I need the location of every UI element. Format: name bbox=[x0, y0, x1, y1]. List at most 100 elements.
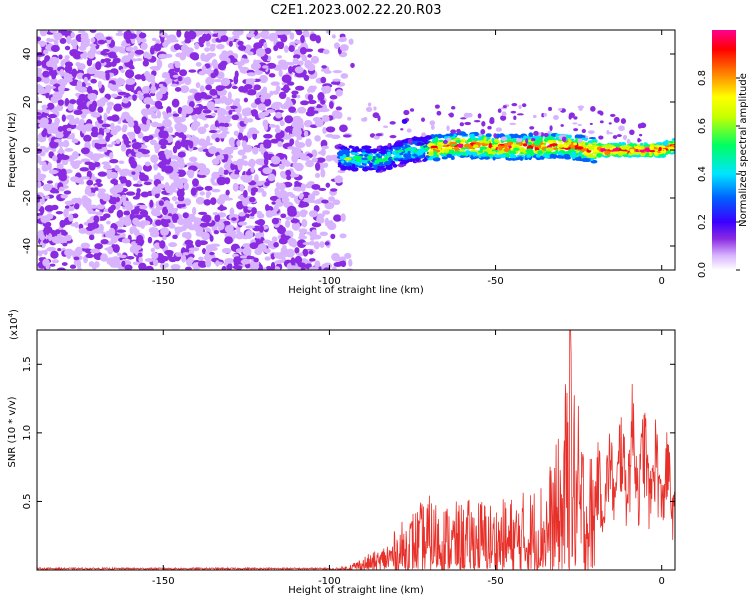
heatmap-cell bbox=[115, 78, 126, 86]
heatmap-cell bbox=[340, 73, 349, 79]
heatmap-cell bbox=[49, 60, 58, 67]
heatmap-cell bbox=[48, 169, 59, 175]
heatmap-cell bbox=[616, 134, 622, 137]
heatmap-cell bbox=[127, 33, 137, 40]
heatmap-cell bbox=[254, 248, 263, 256]
heatmap-cell bbox=[245, 230, 254, 240]
heatmap-cell bbox=[446, 153, 453, 158]
heatmap-cell bbox=[292, 162, 300, 169]
heatmap-cell bbox=[620, 151, 628, 155]
heatmap-cell bbox=[637, 137, 641, 143]
snr-x-tick-label: -100 bbox=[318, 576, 341, 587]
snr-x-ticks: -150 -100 -50 0 bbox=[152, 330, 665, 587]
heatmap-cell bbox=[234, 70, 239, 79]
heatmap-cell bbox=[120, 68, 125, 73]
heatmap-cell bbox=[583, 138, 588, 141]
heatmap-cell bbox=[294, 247, 300, 254]
heatmap-cell bbox=[281, 30, 292, 36]
spectrogram-panel: -150 -100 -50 0 -40 -20 0 20 40 Height of strai… bbox=[7, 29, 676, 296]
heatmap-cell bbox=[64, 64, 73, 74]
heatmap-cell bbox=[277, 133, 283, 139]
heatmap-cell bbox=[164, 182, 170, 191]
heatmap-cell bbox=[525, 138, 529, 144]
heatmap-cell bbox=[537, 144, 542, 149]
heatmap-cell bbox=[307, 94, 314, 101]
heatmap-cell bbox=[199, 91, 208, 99]
snr-x-axis-label: Height of straight line (km) bbox=[288, 585, 424, 596]
snr-scale-base: (x10 bbox=[9, 317, 20, 340]
heatmap-cell bbox=[560, 124, 564, 127]
heatmap-cell bbox=[600, 148, 604, 152]
heatmap-cell bbox=[177, 116, 186, 123]
heatmap-cell bbox=[92, 139, 103, 144]
heatmap-cell bbox=[599, 120, 604, 124]
heatmap-cell bbox=[195, 61, 202, 67]
heatmap-cell bbox=[312, 85, 317, 90]
heatmap-cell bbox=[73, 203, 80, 210]
heatmap-cell bbox=[306, 88, 312, 93]
heatmap-cell bbox=[282, 159, 290, 166]
heatmap-cell bbox=[640, 142, 644, 146]
heatmap-cell bbox=[300, 183, 306, 192]
heatmap-cell bbox=[401, 118, 408, 124]
heatmap-cell bbox=[167, 151, 173, 157]
heatmap-cell bbox=[66, 35, 72, 45]
heatmap-cell bbox=[97, 39, 106, 45]
heatmap-cell bbox=[389, 121, 396, 125]
heatmap-cell bbox=[128, 131, 136, 141]
heatmap-cell bbox=[171, 169, 179, 173]
heatmap-cell bbox=[125, 78, 136, 86]
heatmap-cell bbox=[425, 155, 430, 159]
heatmap-cell bbox=[250, 109, 256, 115]
heatmap-cell bbox=[400, 128, 404, 131]
heatmap-cell bbox=[147, 236, 153, 244]
heatmap-cell bbox=[559, 145, 564, 148]
heatmap-cell bbox=[330, 233, 336, 240]
heatmap-cell bbox=[577, 123, 582, 127]
heatmap-cell bbox=[127, 120, 135, 128]
heatmap-cell bbox=[429, 120, 436, 126]
heatmap-cell bbox=[39, 145, 47, 151]
heatmap-cell bbox=[239, 255, 249, 259]
heatmap-cell bbox=[209, 235, 214, 242]
heatmap-cell bbox=[174, 155, 180, 161]
heatmap-cell bbox=[125, 69, 135, 79]
heatmap-cell bbox=[322, 127, 327, 135]
heatmap-cell bbox=[37, 136, 47, 143]
heatmap-cell bbox=[160, 226, 170, 236]
heatmap-cell bbox=[299, 200, 305, 208]
heatmap-cell bbox=[211, 171, 220, 180]
heatmap-cell bbox=[115, 196, 121, 203]
heatmap-cell bbox=[456, 128, 461, 134]
heatmap-cell bbox=[422, 158, 427, 162]
heatmap-cell bbox=[240, 58, 250, 64]
heatmap-cell bbox=[361, 117, 367, 122]
heatmap-cell bbox=[44, 195, 50, 199]
colorbar-tick-label: 0.0 bbox=[697, 262, 708, 278]
heatmap-cell bbox=[194, 42, 200, 50]
heatmap-cell bbox=[391, 150, 397, 155]
heatmap-cell bbox=[284, 220, 291, 228]
heatmap-cell bbox=[107, 144, 114, 148]
heatmap-cell bbox=[648, 152, 653, 157]
heatmap-cell bbox=[111, 196, 118, 205]
heatmap-cell bbox=[335, 106, 343, 111]
heatmap-cell bbox=[177, 106, 183, 115]
heatmap-cell bbox=[122, 97, 129, 104]
heatmap-cell bbox=[151, 253, 158, 259]
heatmap-cell bbox=[136, 188, 141, 193]
heatmap-cell bbox=[577, 105, 585, 109]
heatmap-cell bbox=[581, 157, 589, 163]
heatmap-cell bbox=[486, 147, 492, 153]
heatmap-cell bbox=[175, 252, 183, 257]
heatmap-cell bbox=[253, 174, 259, 183]
heatmap-cell bbox=[589, 155, 597, 158]
heatmap-cell bbox=[288, 106, 297, 113]
heatmap-cell bbox=[46, 180, 53, 184]
heatmap-cell bbox=[251, 103, 257, 107]
heatmap-cell bbox=[339, 233, 347, 239]
heatmap-cell bbox=[197, 170, 207, 176]
heatmap-cell bbox=[37, 36, 42, 42]
heatmap-cell bbox=[250, 166, 255, 173]
heatmap-cell bbox=[569, 148, 576, 151]
